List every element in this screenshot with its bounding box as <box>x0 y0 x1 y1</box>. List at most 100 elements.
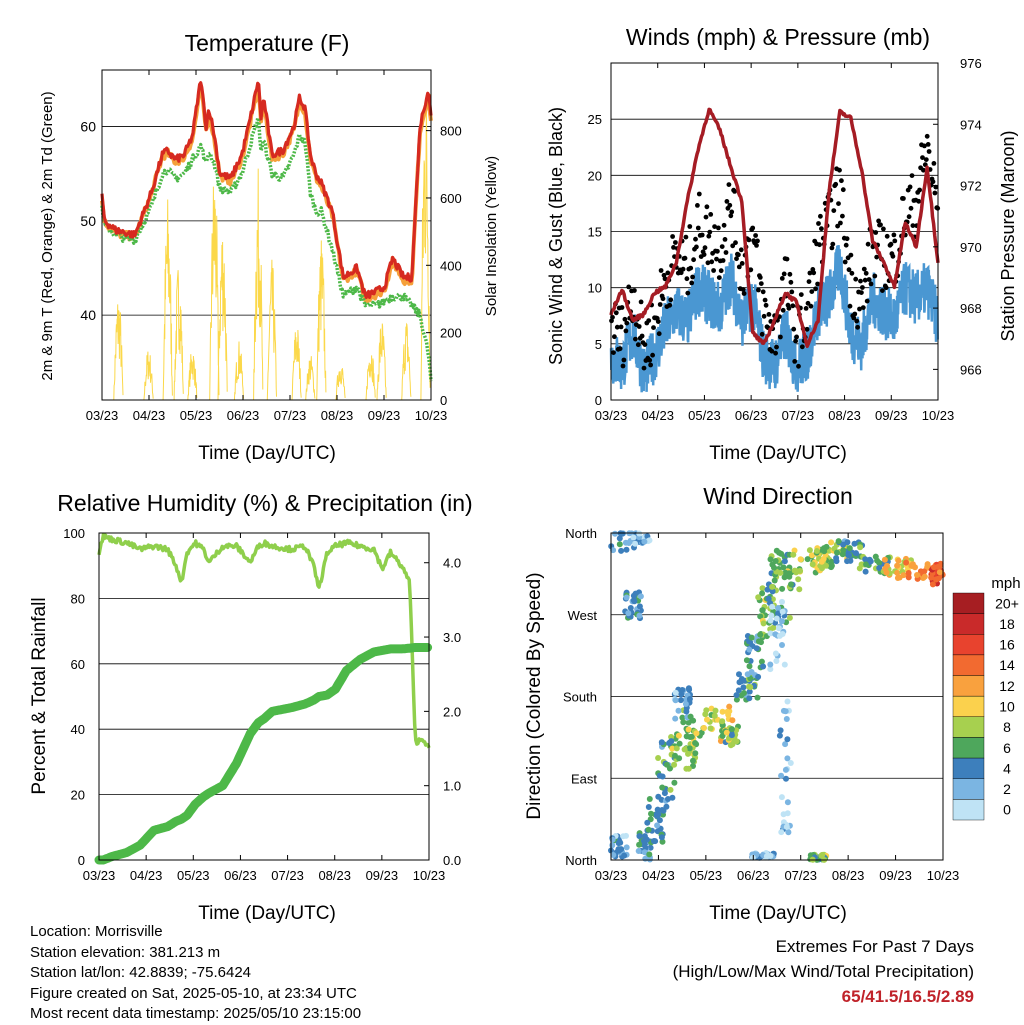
gust-point <box>798 292 804 297</box>
wind-direction-x-tick-label: 09/23 <box>879 868 912 883</box>
wind-direction-point <box>758 658 765 665</box>
winds-frame <box>610 62 939 401</box>
colorbar-title: mph <box>991 575 1020 592</box>
colorbar-label: 16 <box>999 637 1015 653</box>
solar-insolation-day <box>401 322 412 401</box>
gust-point <box>923 157 929 163</box>
wind-direction-point <box>785 829 792 836</box>
wind-direction-point <box>736 679 743 686</box>
gust-point <box>831 208 837 214</box>
wind-direction-point <box>862 568 869 575</box>
gust-point <box>773 350 778 356</box>
wind-direction-y-label: Direction (Colored By Speed) <box>524 572 545 819</box>
sonic-wind-line <box>609 245 939 393</box>
wind-direction-point <box>625 610 632 617</box>
wind-direction-point <box>675 732 682 739</box>
gust-point <box>843 242 849 248</box>
gust-point <box>708 212 714 217</box>
wind-direction-point <box>641 837 647 844</box>
solar-y-tick-label: 0 <box>440 393 447 408</box>
wind-direction-point <box>833 558 840 565</box>
gust-point <box>667 302 673 308</box>
wind-direction-point <box>778 794 785 801</box>
wind-direction-point <box>679 687 686 693</box>
wind-direction-point <box>623 546 630 553</box>
wind-direction-point <box>851 540 858 547</box>
solar-insolation-day <box>316 240 327 401</box>
wind-direction-point <box>881 556 888 563</box>
gust-point <box>750 225 756 231</box>
gust-point <box>707 229 713 235</box>
pressure-y-tick-label: 974 <box>960 117 982 132</box>
wind-direction-point <box>610 852 617 858</box>
gust-point <box>734 256 739 262</box>
winds-x-tick-label: 09/23 <box>875 408 908 423</box>
gust-point <box>790 303 796 309</box>
wind-direction-point <box>828 539 835 546</box>
wind-direction-point <box>771 577 778 584</box>
gust-point <box>859 290 864 295</box>
wind-direction-point <box>883 569 890 576</box>
direction-y-tick-label: East <box>571 771 597 786</box>
wind-direction-point <box>828 562 835 569</box>
gust-point <box>626 284 632 290</box>
solar-insolation-day <box>113 304 124 401</box>
gust-point <box>688 265 694 271</box>
gust-point <box>781 271 787 277</box>
gust-point <box>741 291 747 296</box>
colorbar-swatch <box>952 757 985 779</box>
wind-direction-point <box>610 547 617 554</box>
wind-direction-point <box>711 712 718 719</box>
gust-point <box>632 288 637 293</box>
wind-direction-panel: Wind Direction NorthEastSouthWestNorth03… <box>524 483 1021 924</box>
wind-direction-point <box>686 696 693 702</box>
wind-direction-point <box>905 574 912 581</box>
wind-direction-point <box>636 833 643 840</box>
gust-point <box>784 256 790 262</box>
wind-direction-point <box>936 563 943 570</box>
wind-direction-point <box>788 581 794 588</box>
wind-direction-point <box>905 570 912 576</box>
wind-direction-point <box>778 772 785 779</box>
gust-point <box>858 278 863 284</box>
humidity-y-label: Percent & Total Rainfall <box>29 597 50 794</box>
gust-point <box>799 344 805 350</box>
colorbar-swatch <box>952 675 985 697</box>
wind-direction-x-tick-label: 05/23 <box>690 868 723 883</box>
gust-point <box>723 250 729 255</box>
wind-direction-point <box>746 663 753 670</box>
wind-direction-point <box>630 592 637 599</box>
rainfall-y-tick-label: 2.0 <box>443 704 461 719</box>
wind-direction-point <box>765 595 772 602</box>
wind-direction-point <box>796 586 803 593</box>
gust-point <box>761 313 767 319</box>
wind-direction-point <box>746 688 753 695</box>
wind-direction-point <box>909 561 916 568</box>
wind-direction-point <box>818 558 825 565</box>
wind-direction-point <box>769 561 776 568</box>
wind-direction-point <box>786 614 793 621</box>
wind-direction-point <box>777 569 784 576</box>
wind-direction-point <box>783 716 790 722</box>
wind-direction-point <box>857 544 864 551</box>
gust-point <box>805 300 811 306</box>
winds-x-tick-label: 04/23 <box>641 408 674 423</box>
wind-direction-point <box>846 545 853 552</box>
solar-y-tick-label: 200 <box>440 326 462 341</box>
wind-direction-point <box>821 548 828 555</box>
gust-point <box>758 281 764 286</box>
winds-title: Winds (mph) & Pressure (mb) <box>626 24 930 50</box>
gust-point <box>722 237 728 242</box>
wind-direction-point <box>813 548 820 554</box>
wind-direction-point <box>735 687 742 694</box>
wind-direction-point <box>679 714 686 721</box>
wind-direction-point <box>779 608 786 615</box>
gust-point <box>755 238 760 244</box>
extremes-box: Extremes For Past 7 Days (High/Low/Max W… <box>673 934 974 1009</box>
wind-direction-point <box>840 547 847 554</box>
wind-direction-point <box>823 543 830 550</box>
wind-direction-point <box>900 572 907 579</box>
gust-point <box>840 213 845 219</box>
wind-direction-point <box>651 838 657 844</box>
gust-point <box>878 222 883 228</box>
